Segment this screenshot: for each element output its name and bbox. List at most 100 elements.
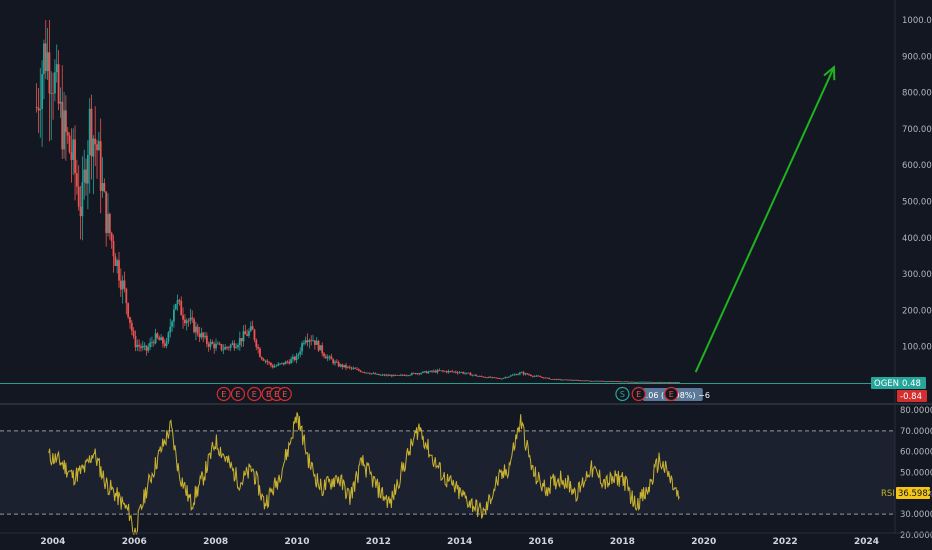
candle-body xyxy=(566,379,569,381)
price-tick-label: 100.00 xyxy=(902,343,932,353)
earnings-events-row-recent[interactable]: .06 (-1.98%) −6S E E xyxy=(615,386,710,402)
candle-body xyxy=(398,375,400,376)
candle-body xyxy=(240,337,243,342)
candle-body xyxy=(341,364,344,368)
candle-body xyxy=(562,379,565,381)
candle-body xyxy=(619,381,622,383)
projection-arrow[interactable] xyxy=(694,65,836,373)
candle-body xyxy=(623,381,626,383)
candle-body xyxy=(421,371,424,373)
candle-body xyxy=(92,138,95,157)
change-value: -0.84 xyxy=(900,392,922,402)
rsi-pane[interactable] xyxy=(0,412,895,535)
candle-body xyxy=(370,373,373,375)
candle-body xyxy=(326,357,329,359)
earnings-marker[interactable]: E xyxy=(277,386,292,402)
candle-body xyxy=(628,381,631,383)
candle-body xyxy=(312,340,314,342)
price-axis-ticks: 100.00 200.00 300.00 400.00 500.00 600.00 700.… xyxy=(902,16,932,353)
candle-body xyxy=(625,381,627,383)
candle-body xyxy=(304,340,307,344)
candle-body xyxy=(456,372,459,374)
candle-body xyxy=(663,382,666,384)
time-tick-label: 2020 xyxy=(691,537,716,547)
candle-body xyxy=(414,373,417,375)
price-tick-label: 400.00 xyxy=(902,234,932,244)
candle-body xyxy=(121,280,124,290)
candle-body xyxy=(652,382,655,384)
candle-body xyxy=(112,240,115,257)
candle-body xyxy=(205,335,208,344)
time-tick-label: 2010 xyxy=(284,537,309,547)
candle-body xyxy=(557,379,560,380)
earnings-marker[interactable]: S xyxy=(615,386,630,402)
candle-body xyxy=(167,332,170,342)
candle-body xyxy=(678,382,681,384)
earnings-marker[interactable]: E xyxy=(664,386,679,402)
candle-body xyxy=(350,367,353,369)
rsi-tick-label: 70.0000 xyxy=(900,427,932,437)
candle-body xyxy=(94,138,97,145)
candle-body xyxy=(401,374,404,376)
candle-body xyxy=(79,206,82,217)
candle-body xyxy=(185,320,188,324)
earnings-marker[interactable]: E xyxy=(631,386,646,402)
price-tick-label: 900.00 xyxy=(902,52,932,62)
candle-body xyxy=(363,371,366,373)
candle-body xyxy=(383,374,386,376)
candle-body xyxy=(575,379,578,381)
candle-body xyxy=(182,315,184,320)
candle-body xyxy=(189,317,192,321)
candle-body xyxy=(451,371,454,372)
candle-body xyxy=(129,317,131,323)
candle-body xyxy=(35,107,38,108)
price-tick-label: 500.00 xyxy=(902,198,932,208)
rsi-tick-label: 20.0000 xyxy=(900,531,932,541)
candle-body xyxy=(306,340,309,342)
candle-body xyxy=(588,380,591,382)
candle-body xyxy=(429,370,432,372)
earnings-marker[interactable]: E xyxy=(216,386,231,402)
rsi-current-value: 36.5982 xyxy=(898,489,932,499)
candle-body xyxy=(453,371,455,373)
last-price-tag: OGEN 0.48 xyxy=(871,377,926,389)
price-tick-label: 600.00 xyxy=(902,161,932,171)
candle-body xyxy=(343,364,346,368)
candle-body xyxy=(579,380,582,382)
candle-body xyxy=(590,380,593,382)
earnings-marker-letter: S xyxy=(620,390,625,399)
candle-body xyxy=(83,169,86,183)
candle-body xyxy=(227,347,230,349)
candle-body xyxy=(500,378,503,380)
earnings-marker[interactable]: E xyxy=(230,386,246,402)
candle-body xyxy=(544,377,547,379)
candle-body xyxy=(43,43,45,75)
candle-body xyxy=(610,381,613,383)
candle-body xyxy=(224,346,227,350)
candle-body xyxy=(416,373,419,375)
earnings-marker-letter: E xyxy=(266,390,271,399)
candle-body xyxy=(163,343,166,346)
candle-body xyxy=(169,326,172,333)
earnings-marker-ring xyxy=(230,386,246,402)
candle-body xyxy=(222,349,225,351)
candle-body xyxy=(361,371,364,373)
candle-body xyxy=(573,379,576,381)
candle-body xyxy=(151,342,153,344)
candle-body xyxy=(57,64,60,104)
earnings-marker[interactable]: E xyxy=(247,386,262,402)
time-tick-label: 2004 xyxy=(40,537,65,547)
candle-body xyxy=(407,375,410,377)
rsi-label: RSI xyxy=(881,489,895,499)
candle-body xyxy=(513,374,516,376)
candle-body xyxy=(365,372,368,374)
candle-body xyxy=(59,101,62,104)
candle-body xyxy=(39,108,42,111)
candle-body xyxy=(659,381,662,383)
candle-body xyxy=(297,354,300,356)
candle-body xyxy=(504,377,507,379)
candle-body xyxy=(238,337,241,346)
